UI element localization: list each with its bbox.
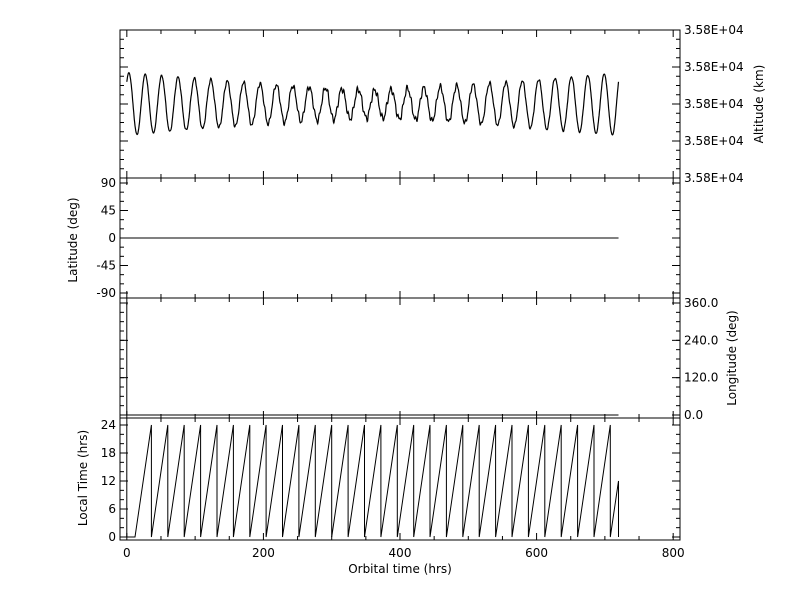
altitude-series-line bbox=[126, 71, 620, 136]
altitude-y-tick-label: 3.58E+04 bbox=[684, 23, 744, 37]
longitude-y-tick-label: 0.0 bbox=[684, 408, 703, 422]
longitude-y-tick-label: 240.0 bbox=[684, 333, 718, 347]
latitude-axis-label: Latitude (deg) bbox=[66, 197, 80, 282]
latitude-y-tick-label: -45 bbox=[96, 259, 116, 273]
x-tick-label: 0 bbox=[123, 546, 131, 560]
x-tick-label: 600 bbox=[525, 546, 548, 560]
altitude-y-tick-label: 3.58E+04 bbox=[684, 134, 744, 148]
localtime-y-tick-label: 0 bbox=[108, 530, 116, 544]
localtime-y-tick-label: 6 bbox=[108, 502, 116, 516]
longitude-y-tick-label: 360.0 bbox=[684, 296, 718, 310]
altitude-y-tick-label: 3.58E+04 bbox=[684, 171, 744, 185]
altitude-y-tick-label: 3.58E+04 bbox=[684, 97, 744, 111]
x-tick-label: 200 bbox=[252, 546, 275, 560]
localtime-y-tick-label: 24 bbox=[101, 418, 116, 432]
x-axis-label: Orbital time (hrs) bbox=[348, 562, 452, 576]
longitude-axis-label: Longitude (deg) bbox=[725, 310, 739, 405]
localtime-series-line bbox=[126, 424, 619, 538]
latitude-y-tick-label: 0 bbox=[108, 231, 116, 245]
altitude-panel-frame bbox=[119, 29, 681, 179]
chart-marks: 0 200 400 600 8003.58E+043.58E+043.58E+043.5… bbox=[96, 23, 743, 560]
longitude-series-line bbox=[126, 303, 619, 416]
latitude-y-tick-label: -90 bbox=[96, 286, 116, 300]
latitude-y-tick-label: 90 bbox=[101, 176, 116, 190]
altitude-y-tick-label: 3.58E+04 bbox=[684, 60, 744, 74]
latitude-y-tick-label: 45 bbox=[101, 204, 116, 218]
altitude-axis-label: Altitude (km) bbox=[752, 65, 766, 144]
longitude-panel-frame bbox=[119, 297, 681, 419]
x-tick-label: 400 bbox=[389, 546, 412, 560]
longitude-y-tick-label: 120.0 bbox=[684, 371, 718, 385]
localtime-y-tick-label: 18 bbox=[101, 446, 116, 460]
localtime-y-tick-label: 12 bbox=[101, 474, 116, 488]
x-tick-label: 800 bbox=[662, 546, 685, 560]
localtime-axis-label: Local Time (hrs) bbox=[76, 430, 90, 526]
